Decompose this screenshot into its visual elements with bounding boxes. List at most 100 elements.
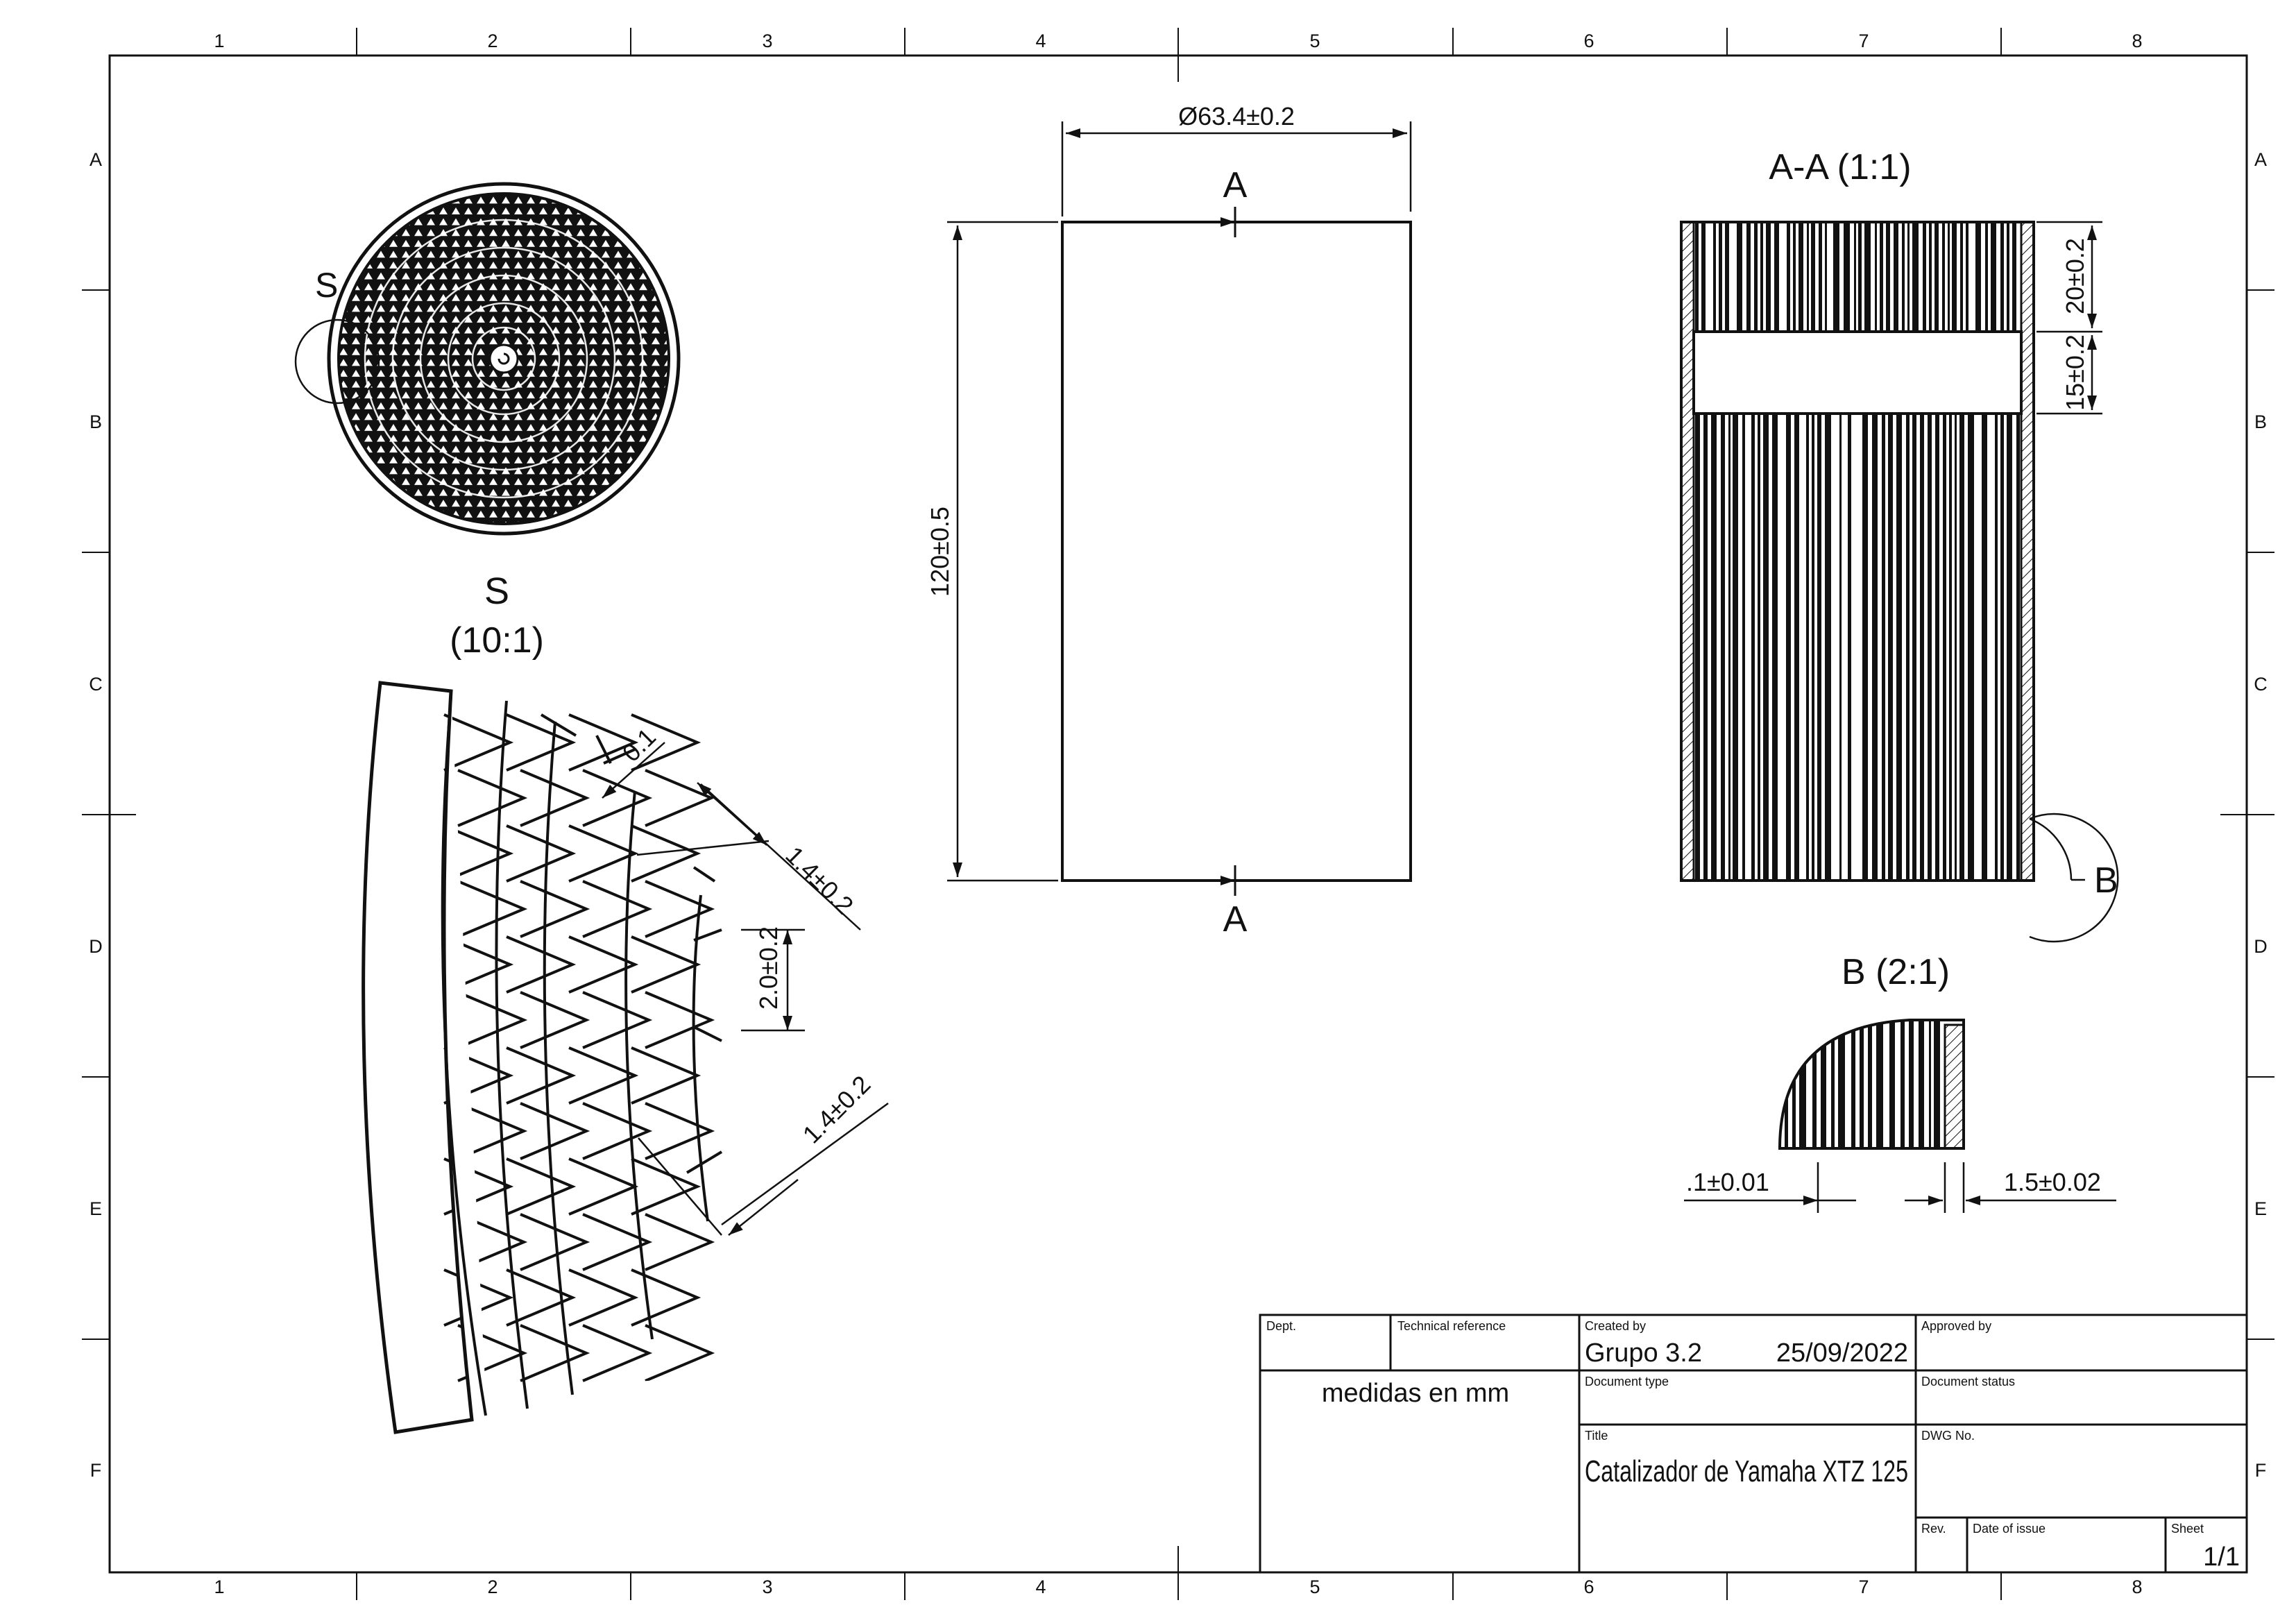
cell-web xyxy=(520,1324,590,1382)
cell-web xyxy=(631,1046,701,1105)
zone-row-left-D: D xyxy=(89,936,103,957)
zone-col-top-7: 7 xyxy=(1858,31,1869,51)
cell-web xyxy=(645,1324,715,1382)
created-by-value: Grupo 3.2 xyxy=(1585,1339,1702,1368)
channel-stripes-bottom xyxy=(1695,414,2020,879)
dim-cell-width-lower: 1.4±0.2 xyxy=(797,1070,876,1149)
cell-web xyxy=(568,1268,639,1327)
cell-web xyxy=(506,713,577,772)
front-view: Ø63.4±0.2 120±0.5 A A xyxy=(926,102,1412,940)
section-aa-view: A-A (1:1) 20±0.2 15±0.2 B xyxy=(1680,147,2119,943)
cell-web xyxy=(645,991,715,1049)
document-status-label: Document status xyxy=(1921,1375,2015,1388)
zone-labels: 1 1 2 2 3 3 4 4 5 5 6 6 7 7 8 8 A A B B C C D D E E F F xyxy=(89,31,2268,1597)
outer-shell-arc xyxy=(362,681,474,1434)
cell-web xyxy=(582,880,653,938)
cell-web xyxy=(582,991,653,1049)
date-issue-label: Date of issue xyxy=(1973,1522,2046,1536)
cell-web xyxy=(631,1157,701,1216)
cell-web xyxy=(568,824,639,883)
channel-wall xyxy=(624,790,654,1340)
created-date-value: 25/09/2022 xyxy=(1776,1339,1908,1368)
zone-row-right-A: A xyxy=(2254,149,2267,170)
zone-col-top-2: 2 xyxy=(487,31,498,51)
title-label: Title xyxy=(1585,1429,1608,1443)
rev-label: Rev. xyxy=(1921,1522,1946,1536)
zone-col-bottom-8: 8 xyxy=(2132,1577,2142,1597)
dim-detail-b-right: 1.5±0.02 xyxy=(2004,1168,2101,1196)
zone-col-bottom-6: 6 xyxy=(1583,1577,1594,1597)
cell-stub xyxy=(686,1150,723,1174)
tech-ref-label: Technical reference xyxy=(1397,1319,1506,1333)
cell-web xyxy=(520,991,590,1049)
dim-diameter: Ø63.4±0.2 xyxy=(1178,102,1295,130)
cell-web xyxy=(520,1213,590,1271)
zone-col-top-5: 5 xyxy=(1309,31,1320,51)
section-gap xyxy=(1692,330,2023,415)
cell-web xyxy=(631,1268,701,1327)
cell-web xyxy=(506,1046,577,1105)
detail-b-marker: B xyxy=(2094,860,2118,901)
detail-b-stripes xyxy=(1785,1020,1940,1148)
zone-col-top-4: 4 xyxy=(1035,31,1046,51)
title-block: Dept. Technical reference Created by App… xyxy=(1259,1314,2248,1574)
channel-wall xyxy=(692,894,709,1222)
detail-s-marker: S xyxy=(315,266,338,305)
cell-web xyxy=(443,713,514,772)
top-view: S xyxy=(294,182,681,536)
dim-gap-band: 15±0.2 xyxy=(2061,334,2089,411)
zone-col-top-1: 1 xyxy=(214,31,224,51)
zone-col-top-8: 8 xyxy=(2132,31,2142,51)
cell-web xyxy=(568,1157,639,1216)
detail-b-title: B (2:1) xyxy=(1842,952,1950,992)
zone-row-left-A: A xyxy=(90,149,102,170)
dim-cell-width-upper: 1.4±0.2 xyxy=(780,841,859,920)
cell-web xyxy=(457,769,528,827)
cell-web xyxy=(457,1102,528,1160)
channel-wall xyxy=(441,696,487,1416)
zone-col-bottom-3: 3 xyxy=(762,1577,772,1597)
cell-web xyxy=(568,935,639,994)
dwg-label: DWG No. xyxy=(1921,1429,1975,1443)
cell-web xyxy=(520,1102,590,1160)
dim-detail-b-left: .1±0.01 xyxy=(1686,1168,1769,1196)
dim-height: 120±0.5 xyxy=(926,507,954,597)
units-note: medidas en mm xyxy=(1322,1379,1509,1408)
cell-web xyxy=(645,1102,715,1160)
cell-web xyxy=(506,935,577,994)
channel-stripes-top xyxy=(1695,223,2016,332)
detail-s-view: S (10:1) 0.1 1.4±0.2 2.0±0.2 1.4±0.2 xyxy=(362,570,889,1434)
dim-top-band: 20±0.2 xyxy=(2061,238,2089,314)
cell-web xyxy=(645,1213,715,1271)
cell-web xyxy=(520,880,590,938)
cell-web xyxy=(582,1102,653,1160)
front-outline xyxy=(1061,221,1412,882)
detail-b-circle xyxy=(2029,813,2119,943)
zone-col-bottom-1: 1 xyxy=(214,1577,224,1597)
zone-row-right-D: D xyxy=(2254,936,2268,957)
detail-s-scale: (10:1) xyxy=(450,620,544,661)
zone-ticks xyxy=(82,28,2274,1600)
detail-s-title: S xyxy=(484,570,509,612)
zone-row-right-C: C xyxy=(2254,674,2268,695)
cell-stub xyxy=(692,866,716,883)
cell-web xyxy=(457,880,528,938)
drawing-title: Catalizador de Yamaha XTZ 125 xyxy=(1585,1454,1908,1488)
cell-web xyxy=(457,991,528,1049)
cell-web xyxy=(520,769,590,827)
cell-stub xyxy=(693,928,722,942)
cell-web xyxy=(631,713,701,772)
cell-lattice xyxy=(441,696,723,1416)
cell-stub xyxy=(603,748,636,765)
zone-row-left-E: E xyxy=(90,1198,102,1219)
approved-by-label: Approved by xyxy=(1921,1319,1991,1333)
drawing-frame xyxy=(82,28,2274,1600)
cell-web xyxy=(631,824,701,883)
cell-web xyxy=(506,824,577,883)
cell-web xyxy=(645,880,715,938)
cell-web xyxy=(582,1324,653,1382)
cell-web xyxy=(631,935,701,994)
zone-row-left-B: B xyxy=(90,411,102,432)
zone-row-right-E: E xyxy=(2254,1198,2267,1219)
cell-stub xyxy=(693,1026,722,1042)
